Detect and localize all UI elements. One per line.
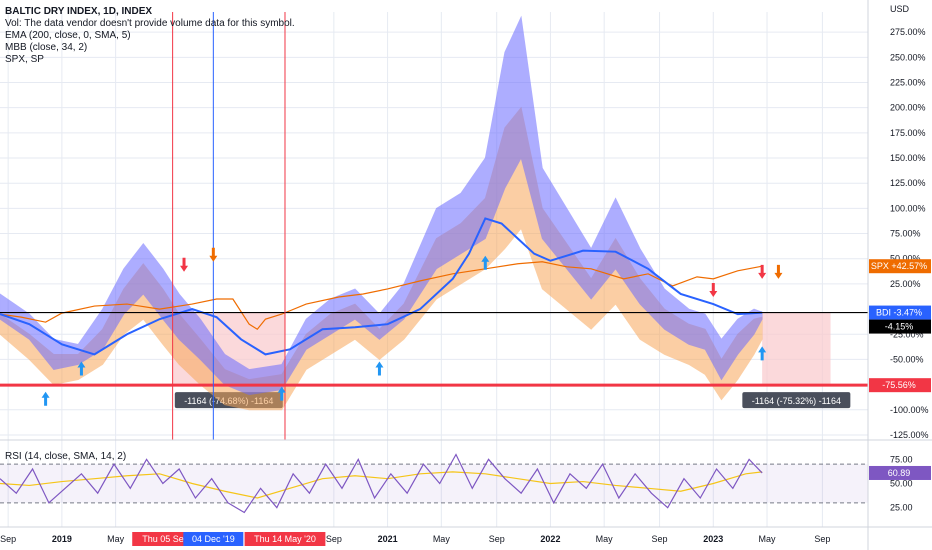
legend-mbb[interactable]: MBB (close, 34, 2) <box>5 42 88 53</box>
legend-volume-note: Vol: The data vendor doesn't provide vol… <box>5 18 295 29</box>
arrow-down-icon <box>180 257 189 272</box>
series-lines <box>0 12 868 440</box>
rsi-value-label: 60.89 <box>888 468 911 478</box>
y-tick-label: -25.00% <box>890 329 924 339</box>
y-tick-label: 75.00% <box>890 229 921 239</box>
arrow-up-icon <box>277 386 286 401</box>
arrow-up-icon <box>77 361 86 376</box>
x-tick-label: May <box>433 534 451 544</box>
y-tick-label: -100.00% <box>890 405 929 415</box>
x-tick-label: 2021 <box>378 534 398 544</box>
x-tick-label: 2023 <box>703 534 723 544</box>
date-marker-box <box>183 532 244 546</box>
arrow-up-icon <box>375 361 384 376</box>
spx-value-label-box <box>869 259 931 274</box>
legend-rsi[interactable]: RSI (14, close, SMA, 14, 2) <box>5 451 127 462</box>
currency-label: USD <box>890 4 910 14</box>
legend-symbol[interactable]: BALTIC DRY INDEX, 1D, INDEX <box>5 6 153 17</box>
date-marker-label: 04 Dec '19 <box>192 534 235 544</box>
measure-zone <box>762 312 831 386</box>
arrow-down-icon <box>209 247 218 262</box>
x-tick-label: Sep <box>814 534 830 544</box>
y-tick-label: 225.00% <box>890 77 926 87</box>
x-tick-label: May <box>759 534 777 544</box>
legend-compare[interactable]: SPX, SP <box>5 54 44 65</box>
arrow-down-icon <box>758 264 767 279</box>
x-tick-label: Sep <box>326 534 342 544</box>
ema-line <box>0 217 763 356</box>
y-tick-label: 150.00% <box>890 153 926 163</box>
date-marker-label: Thu 14 May '20 <box>254 534 316 544</box>
arrow-up-icon <box>481 255 490 270</box>
measure-label: -1164 (-75.32%) -1164 <box>752 396 841 406</box>
bdi-band <box>0 15 763 396</box>
bdi-second-label: -4.15% <box>885 322 914 332</box>
red-line-label: -75.56% <box>882 380 916 390</box>
bdi-second-label-box <box>869 319 931 334</box>
measure-label-box <box>742 392 851 409</box>
x-tick-label: May <box>596 534 614 544</box>
x-tick-label: 2019 <box>52 534 72 544</box>
rsi-tick-label: 25.00 <box>890 503 913 513</box>
spx-line <box>0 261 763 331</box>
x-tick-label: Sep <box>652 534 668 544</box>
x-tick-label: Sep <box>489 534 505 544</box>
bdi-value-label: BDI -3.47% <box>876 308 922 318</box>
y-tick-label: -125.00% <box>890 430 929 440</box>
y-tick-label: 25.00% <box>890 279 921 289</box>
y-tick-label: 100.00% <box>890 203 926 213</box>
rsi-tick-label: 50.00 <box>890 479 913 489</box>
date-marker-label: Thu 05 Sep '19 <box>142 534 203 544</box>
rsi-pane <box>0 439 932 514</box>
spx-value-label: SPX +42.57% <box>871 261 927 271</box>
y-tick-label: 50.00% <box>890 254 921 264</box>
y-tick-label: 250.00% <box>890 52 926 62</box>
arrow-down-icon <box>774 264 783 279</box>
x-tick-label: Sep <box>0 534 16 544</box>
y-tick-label: 175.00% <box>890 128 926 138</box>
y-tick-label: 275.00% <box>890 27 926 37</box>
bands <box>0 15 763 411</box>
red-line-label-box <box>869 378 931 393</box>
date-marker-box <box>244 532 326 546</box>
rsi-background <box>0 464 868 503</box>
y-tick-label: 200.00% <box>890 103 926 113</box>
arrow-up-icon <box>41 391 50 406</box>
legend-ema[interactable]: EMA (200, close, 0, SMA, 5) <box>5 30 131 41</box>
markers <box>41 247 783 406</box>
rsi-line <box>0 453 763 514</box>
arrow-up-icon <box>758 346 767 361</box>
rsi-tick-label: 75.00 <box>890 454 913 464</box>
x-tick-label: 2022 <box>540 534 560 544</box>
bdi-value-label-box <box>869 305 931 320</box>
arrow-down-icon <box>709 282 718 297</box>
rsi-value-label-box <box>869 465 931 480</box>
y-tick-label: -50.00% <box>890 354 924 364</box>
x-tick-label: May <box>107 534 125 544</box>
y-tick-label: 125.00% <box>890 178 926 188</box>
